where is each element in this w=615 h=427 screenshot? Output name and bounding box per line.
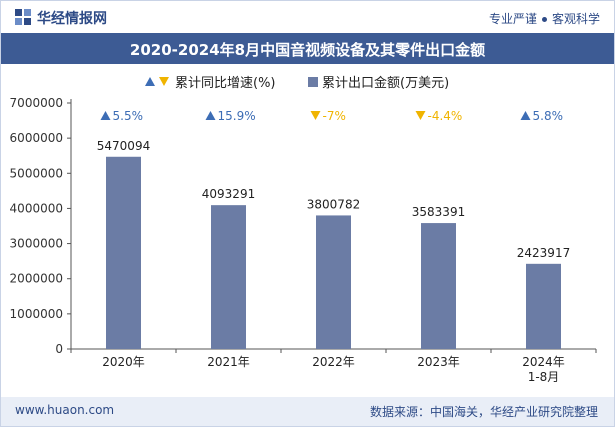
legend-growth-down-marker xyxy=(159,77,169,86)
x-category-label: 2021年 xyxy=(207,355,250,369)
growth-up-marker xyxy=(520,111,531,120)
title-bar: 2020-2024年8月中国音视频设备及其零件出口金额 xyxy=(1,33,614,64)
growth-rate-label: 5.5% xyxy=(113,109,144,123)
bar-value-label: 2423917 xyxy=(517,246,570,260)
chart-title: 2020-2024年8月中国音视频设备及其零件出口金额 xyxy=(129,41,486,59)
tagline-right: 客观科学 xyxy=(551,12,600,26)
bar-export-value xyxy=(526,263,561,349)
bar-value-label: 4093291 xyxy=(202,187,255,201)
y-tick-label: 4000000 xyxy=(10,201,63,215)
tagline: 专业严谨 客观科学 xyxy=(489,10,600,27)
growth-up-marker xyxy=(100,111,111,120)
bar-export-value xyxy=(421,223,456,349)
bar-value-label: 3583391 xyxy=(412,205,465,219)
x-category-label: 2024年 xyxy=(522,355,565,369)
bar-value-label: 5470094 xyxy=(97,139,150,153)
x-category-label: 2020年 xyxy=(102,355,145,369)
bar-export-value xyxy=(106,156,141,349)
legend-export-swatch xyxy=(308,77,318,87)
bar-value-label: 3800782 xyxy=(307,197,360,211)
footer-url: www.huaon.com xyxy=(15,403,115,417)
top-bar: 华经情报网 专业严谨 客观科学 xyxy=(1,1,614,33)
growth-up-marker xyxy=(205,111,216,120)
y-tick-label: 2000000 xyxy=(10,272,63,286)
legend-export-label: 累计出口金额(万美元) xyxy=(322,75,449,91)
y-tick-label: 6000000 xyxy=(10,131,63,145)
bar-export-value xyxy=(211,205,246,349)
x-category-label: 2022年 xyxy=(312,355,355,369)
y-tick-label: 0 xyxy=(55,342,63,356)
footer-bar: www.huaon.com 数据来源：中国海关，华经产业研究院整理 xyxy=(1,397,614,426)
growth-down-marker xyxy=(310,111,321,120)
y-tick-label: 5000000 xyxy=(10,166,63,180)
legend-growth-up-marker xyxy=(145,77,155,86)
growth-rate-label: 5.8% xyxy=(533,109,564,123)
x-category-label: 2023年 xyxy=(417,355,460,369)
footer-source: 数据来源：中国海关，华经产业研究院整理 xyxy=(369,405,598,419)
x-category-label: 1-8月 xyxy=(528,370,560,384)
y-tick-label: 7000000 xyxy=(10,96,63,110)
bar-export-value xyxy=(316,215,351,349)
brand-name: 华经情报网 xyxy=(37,11,107,27)
growth-down-marker xyxy=(415,111,426,120)
y-tick-label: 3000000 xyxy=(10,237,63,251)
tagline-left: 专业严谨 xyxy=(488,12,537,26)
separator-dot-icon xyxy=(541,17,547,22)
growth-rate-label: -4.4% xyxy=(428,109,463,123)
brand-logo-icon xyxy=(15,9,31,25)
growth-rate-label: -7% xyxy=(323,109,346,123)
y-tick-label: 1000000 xyxy=(10,307,63,321)
legend-growth-label: 累计同比增速(%) xyxy=(175,76,276,91)
growth-rate-label: 15.9% xyxy=(218,109,256,123)
